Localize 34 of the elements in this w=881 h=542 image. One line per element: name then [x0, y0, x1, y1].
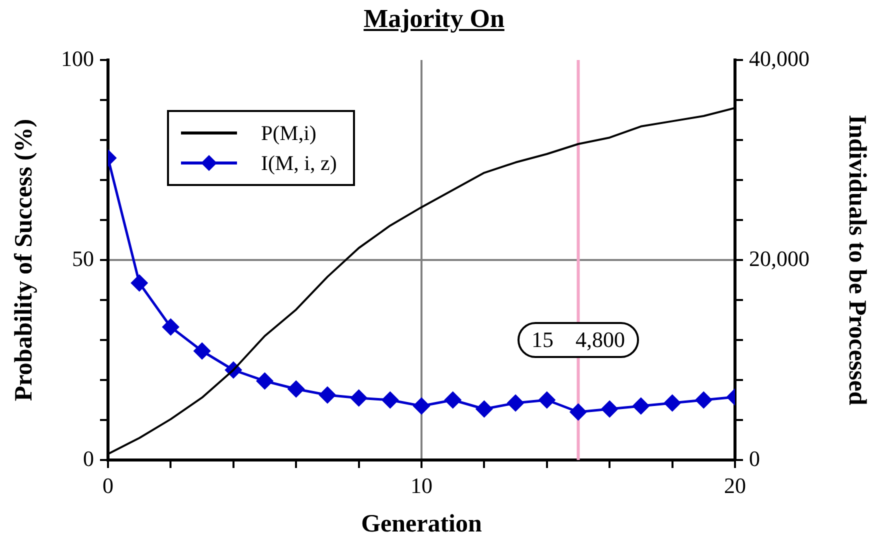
- point: [256, 372, 273, 390]
- x-tick-label: 10: [410, 472, 432, 498]
- point: [382, 392, 398, 408]
- point: [632, 398, 650, 414]
- y2-axis-title: Individuals to be Processed: [844, 114, 871, 406]
- point: [413, 398, 430, 414]
- annotation: 15 4,800: [532, 326, 625, 352]
- point: [601, 400, 618, 418]
- point: [162, 318, 179, 336]
- x-axis-title: Generation: [361, 510, 482, 538]
- y-axis-title: Probability of Success (%): [10, 118, 38, 402]
- y-tick-label: 100: [61, 46, 94, 71]
- point: [664, 394, 681, 412]
- point: [695, 392, 712, 408]
- y2-tick-label: 0: [749, 446, 760, 471]
- point: [538, 392, 556, 408]
- chart-title: Majority On: [362, 4, 506, 34]
- y-tick-label: 50: [72, 246, 94, 271]
- point: [194, 342, 210, 360]
- point: [319, 386, 336, 404]
- legend-label: P(M,i): [261, 120, 316, 146]
- y-tick-label: 0: [83, 446, 94, 471]
- y2-tick-label: 20,000: [749, 246, 810, 271]
- y2-tick-label: 40,000: [749, 46, 810, 71]
- point: [476, 400, 492, 418]
- point: [350, 390, 368, 406]
- x-tick-label: 0: [102, 472, 114, 498]
- x-tick-label: 20: [724, 472, 746, 498]
- point: [570, 404, 586, 420]
- point: [444, 392, 462, 408]
- point: [288, 380, 304, 398]
- legend-label: I(M, i, z): [261, 150, 337, 176]
- point: [507, 394, 524, 412]
- point: [131, 274, 148, 292]
